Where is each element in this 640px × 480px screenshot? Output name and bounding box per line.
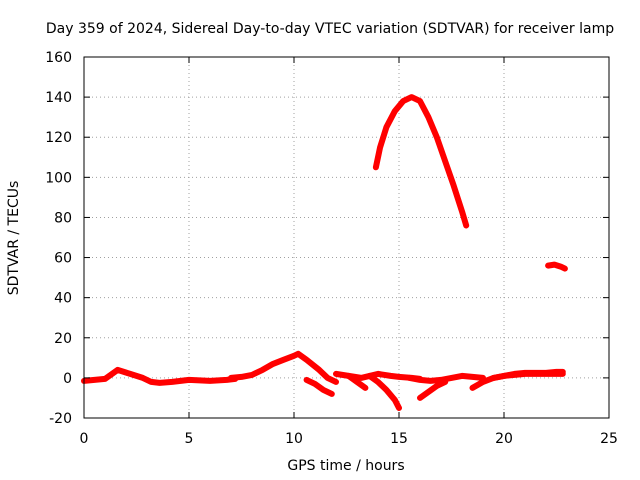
y-axis-title: SDTVAR / TECUs xyxy=(6,181,22,296)
series-arc-8 xyxy=(406,372,486,384)
tick-labels: 0 5 10 15 20 25 -20 0 20 40 60 80 100 120 140 160 xyxy=(45,50,618,447)
x-tick-label: 10 xyxy=(285,431,303,447)
series-arc-5 xyxy=(345,372,369,391)
y-tick-label: 80 xyxy=(54,210,72,226)
chart-title: Day 359 of 2024, Sidereal Day-to-day VTE… xyxy=(46,21,614,37)
x-axis-title: GPS time / hours xyxy=(287,458,404,474)
series-arc-2 xyxy=(228,350,339,385)
series-arc-9 xyxy=(417,378,449,401)
y-tick-label: 160 xyxy=(45,50,72,66)
plot-frame xyxy=(83,56,610,419)
series-arc-7 xyxy=(372,94,470,229)
series-arc-1 xyxy=(81,366,239,386)
y-tick-label: -20 xyxy=(49,411,72,427)
y-tick-label: 100 xyxy=(45,170,72,186)
series-arc-3 xyxy=(303,376,335,397)
series-arc-6 xyxy=(366,372,402,411)
y-tick-label: 20 xyxy=(54,331,72,347)
x-tick-label: 20 xyxy=(495,431,513,447)
y-tick-label: 0 xyxy=(63,371,72,387)
y-tick-label: 140 xyxy=(45,90,72,106)
x-tick-label: 0 xyxy=(80,431,89,447)
x-tick-label: 15 xyxy=(390,431,408,447)
ticks xyxy=(83,56,610,419)
x-tick-label: 25 xyxy=(600,431,618,447)
y-tick-label: 60 xyxy=(54,251,72,267)
series-arc-11 xyxy=(490,370,566,381)
grid xyxy=(84,57,609,418)
series-arc-12 xyxy=(545,261,568,272)
y-tick-label: 40 xyxy=(54,291,72,307)
y-tick-label: 120 xyxy=(45,130,72,146)
series-layer xyxy=(81,94,568,411)
x-tick-label: 5 xyxy=(185,431,194,447)
